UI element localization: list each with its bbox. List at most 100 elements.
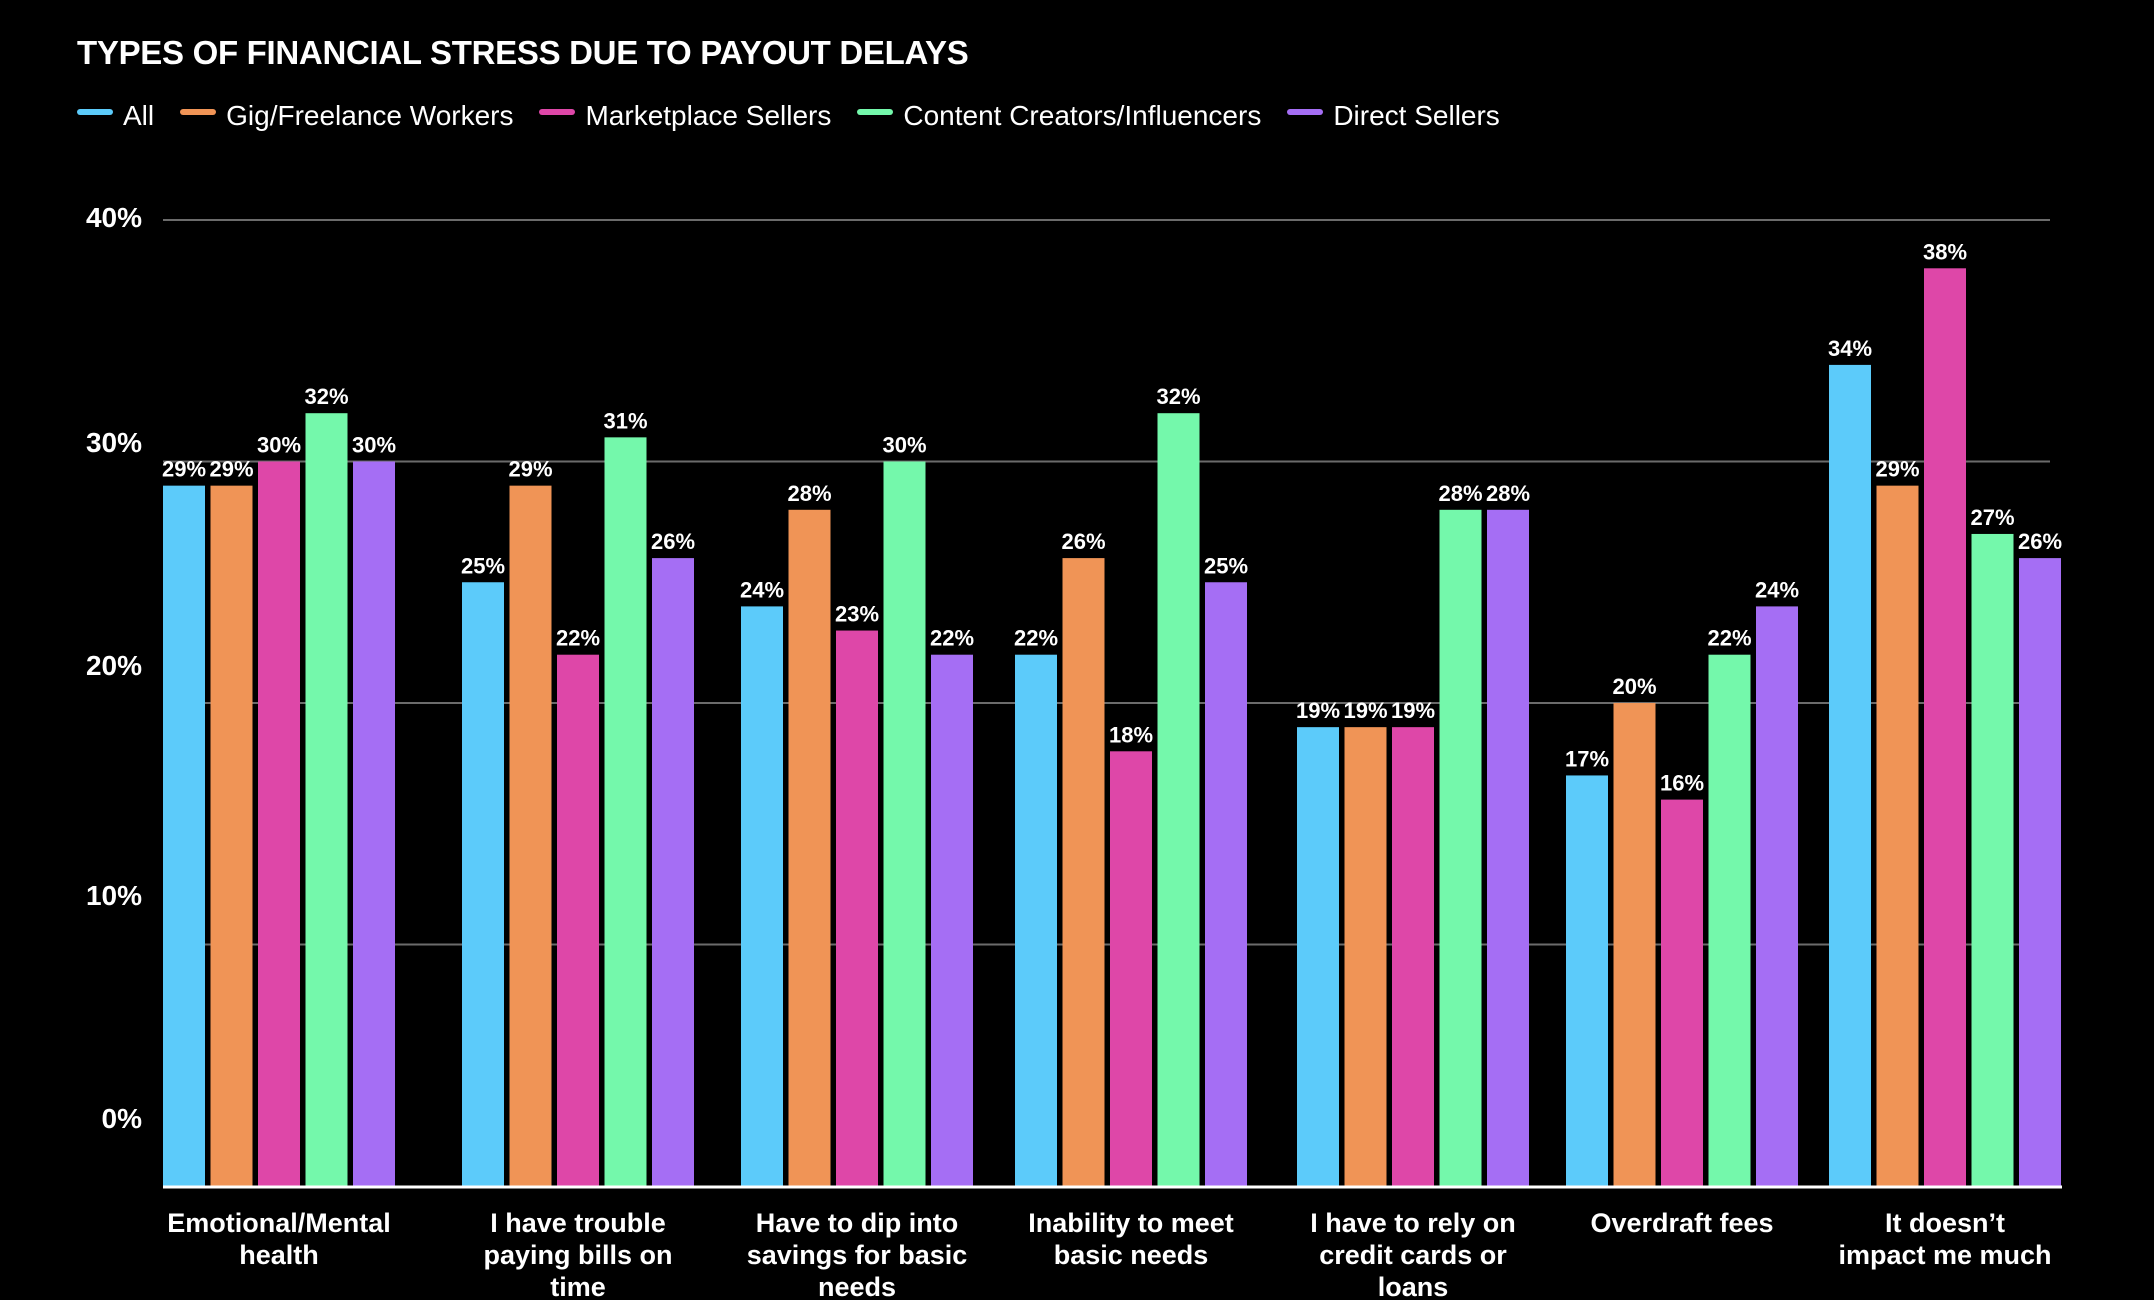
legend: All Gig/Freelance Workers Marketplace Sell…	[77, 100, 1526, 132]
legend-label: Direct Sellers	[1333, 100, 1500, 131]
chart-title: TYPES OF FINANCIAL STRESS DUE TO PAYOUT …	[77, 34, 969, 71]
legend-item: Gig/Freelance Workers	[180, 100, 513, 132]
data-label: 30%	[257, 433, 301, 458]
bar	[741, 606, 783, 1186]
data-label: 17%	[1565, 746, 1609, 771]
y-tick-label: 40%	[86, 202, 142, 233]
y-tick-label: 30%	[86, 427, 142, 458]
data-label: 25%	[1204, 553, 1248, 578]
data-label: 19%	[1296, 698, 1340, 723]
category-label: Have to dip into savings for basic needs	[747, 1208, 968, 1300]
data-label: 30%	[352, 433, 396, 458]
legend-item: All	[77, 100, 154, 132]
bar	[509, 485, 552, 1186]
bar	[652, 558, 694, 1186]
data-label: 29%	[1875, 457, 1919, 482]
bar	[788, 509, 831, 1186]
data-label: 23%	[835, 602, 879, 627]
data-label: 22%	[556, 626, 600, 651]
data-label: 25%	[461, 553, 505, 578]
bar	[1566, 775, 1608, 1186]
bar	[1157, 413, 1200, 1186]
data-label: 28%	[1438, 481, 1482, 506]
data-label: 34%	[1828, 336, 1872, 361]
data-label: 24%	[740, 577, 784, 602]
bar	[305, 413, 348, 1186]
bar	[1015, 654, 1057, 1186]
legend-swatch	[77, 109, 113, 115]
bar	[1392, 727, 1434, 1186]
legend-item: Direct Sellers	[1287, 100, 1500, 132]
bar	[353, 461, 395, 1186]
data-label: 16%	[1660, 771, 1704, 796]
bar	[1110, 751, 1152, 1186]
data-label: 22%	[1707, 626, 1751, 651]
bar	[1708, 654, 1751, 1186]
bar	[1613, 703, 1656, 1186]
category-label: I have trouble paying bills on time	[483, 1208, 672, 1300]
data-label: 26%	[2018, 529, 2062, 554]
data-label: 26%	[1061, 529, 1105, 554]
bar	[1661, 799, 1703, 1186]
data-label: 19%	[1391, 698, 1435, 723]
legend-label: Gig/Freelance Workers	[226, 100, 514, 131]
data-label: 32%	[304, 384, 348, 409]
category-label: Emotional/Mental health	[167, 1208, 391, 1270]
bar	[1876, 485, 1919, 1186]
bar	[2019, 558, 2061, 1186]
bar	[1756, 606, 1798, 1186]
data-label: 31%	[603, 408, 647, 433]
bar	[1924, 268, 1966, 1186]
bar	[931, 654, 973, 1186]
data-label: 32%	[1156, 384, 1200, 409]
data-label: 22%	[1014, 626, 1058, 651]
data-label: 27%	[1970, 505, 2014, 530]
bar	[1829, 364, 1871, 1186]
data-label: 28%	[1486, 481, 1530, 506]
data-label: 26%	[651, 529, 695, 554]
bar	[1971, 533, 2014, 1186]
category-label: It doesn’t impact me much	[1838, 1208, 2051, 1270]
category-label: Inability to meet basic needs	[1028, 1208, 1234, 1270]
legend-label: All	[123, 100, 155, 131]
legend-swatch	[180, 109, 217, 115]
legend-swatch	[1287, 109, 1324, 115]
bar	[1205, 582, 1247, 1186]
data-label: 29%	[209, 457, 253, 482]
bar	[258, 461, 300, 1186]
y-tick-label: 20%	[86, 650, 142, 681]
data-label: 29%	[162, 457, 206, 482]
data-label: 24%	[1755, 577, 1799, 602]
bar	[1439, 509, 1482, 1186]
category-label: I have to rely on credit cards or loans	[1310, 1208, 1516, 1300]
y-tick-label: 0%	[102, 1103, 143, 1134]
data-label: 38%	[1923, 239, 1967, 264]
data-label: 18%	[1109, 722, 1153, 747]
data-label: 30%	[882, 433, 926, 458]
legend-swatch	[539, 109, 576, 115]
bar	[604, 437, 647, 1187]
data-label: 29%	[508, 457, 552, 482]
bar	[163, 485, 205, 1186]
legend-swatch	[857, 109, 894, 115]
y-tick-label: 10%	[86, 880, 142, 911]
legend-label: Marketplace Sellers	[585, 100, 832, 131]
bar	[1344, 727, 1387, 1186]
legend-label: Content Creators/Influencers	[903, 100, 1262, 131]
bar	[883, 461, 926, 1186]
bar	[1062, 558, 1105, 1186]
bar	[836, 630, 878, 1186]
category-label: Overdraft fees	[1590, 1208, 1773, 1238]
bar	[210, 485, 253, 1186]
bar	[462, 582, 504, 1186]
data-label: 20%	[1612, 674, 1656, 699]
bar	[557, 654, 599, 1186]
data-label: 22%	[930, 626, 974, 651]
bar	[1297, 727, 1339, 1186]
legend-item: Content Creators/Influencers	[857, 100, 1261, 132]
bar	[1487, 509, 1529, 1186]
data-label: 19%	[1343, 698, 1387, 723]
legend-item: Marketplace Sellers	[539, 100, 831, 132]
data-label: 28%	[787, 481, 831, 506]
